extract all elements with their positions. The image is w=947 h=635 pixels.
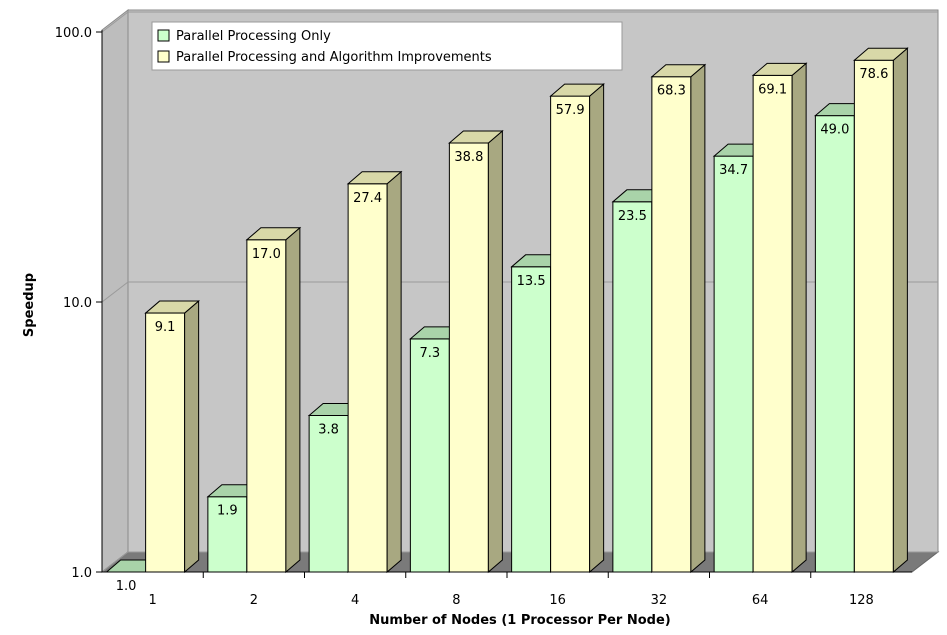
- bar-side-2-16: [589, 82, 605, 574]
- x-tick-label-2: 2: [250, 593, 258, 608]
- y-tick-label: 10.0: [63, 296, 92, 311]
- data-label-1-1: 1.0: [116, 579, 137, 594]
- gridline-side: [101, 11, 129, 33]
- bar-side-2-32: [690, 63, 706, 574]
- x-tick-label-32: 32: [651, 593, 668, 608]
- bar-2-1: [145, 312, 186, 573]
- gridline-side: [101, 551, 129, 573]
- data-label-2-16: 57.9: [556, 103, 585, 118]
- legend-swatch-series-2: [157, 50, 170, 63]
- legend: Parallel Processing Only Parallel Proces…: [151, 21, 623, 71]
- legend-swatch-series-1: [157, 29, 170, 42]
- x-tick-label-128: 128: [849, 593, 874, 608]
- data-label-1-8: 7.3: [420, 346, 441, 361]
- data-label-1-2: 1.9: [217, 504, 238, 519]
- bar-1-8: [409, 338, 450, 573]
- bar-side-2-4: [386, 170, 402, 574]
- bar-2-16: [550, 95, 591, 573]
- data-label-1-4: 3.8: [318, 422, 339, 437]
- x-tick-label-8: 8: [452, 593, 460, 608]
- x-ticks: 1 2 4 8 16 32 64 128: [102, 571, 912, 608]
- bar-1-64: [713, 155, 754, 573]
- gridline-side: [101, 281, 129, 303]
- legend-label-series-1: Parallel Processing Only: [176, 29, 331, 44]
- bar-top-2-8: [448, 130, 504, 144]
- bar-side-2-8: [487, 129, 503, 574]
- x-tick-label-64: 64: [752, 593, 769, 608]
- bar-side-2-64: [791, 62, 807, 574]
- legend-box: [151, 21, 623, 71]
- x-tick-label-16: 16: [549, 593, 566, 608]
- side-wall: [101, 8, 129, 574]
- bar-1-16: [511, 266, 552, 573]
- data-label-2-64: 69.1: [758, 82, 787, 97]
- data-label-1-16: 13.5: [517, 274, 546, 289]
- y-axis-title: Speedup: [22, 273, 37, 337]
- bar-top-2-64: [751, 62, 808, 76]
- data-label-2-128: 78.6: [859, 67, 888, 82]
- data-label-1-32: 23.5: [618, 209, 647, 224]
- data-label-2-32: 68.3: [657, 84, 686, 99]
- data-label-2-4: 27.4: [353, 191, 382, 206]
- y-tick-label: 100.0: [55, 26, 92, 41]
- y-tick-label: 1.0: [71, 566, 92, 581]
- bar-top-2-2: [245, 227, 302, 241]
- y-ticks: 1.0 10.0 100.0: [55, 26, 103, 581]
- bar-top-2-16: [549, 83, 605, 97]
- bar-2-8: [448, 142, 489, 573]
- bar-top-2-128: [853, 47, 909, 61]
- data-label-2-8: 38.8: [454, 150, 483, 165]
- bar-2-128: [853, 59, 894, 573]
- x-axis-title: Number of Nodes (1 Processor Per Node): [369, 613, 670, 628]
- data-label-1-128: 49.0: [820, 123, 849, 138]
- bar-1-128: [814, 115, 855, 573]
- legend-label-series-2: Parallel Processing and Algorithm Improv…: [176, 50, 492, 65]
- bar-top-2-4: [346, 171, 403, 185]
- x-tick-label-1: 1: [148, 593, 156, 608]
- bar-1-32: [612, 201, 653, 573]
- bar-side-2-2: [285, 226, 301, 574]
- bar-1-4: [308, 414, 349, 573]
- x-tick-label-4: 4: [351, 593, 359, 608]
- bar-2-64: [752, 74, 793, 573]
- data-label-2-1: 9.1: [155, 320, 176, 335]
- data-label-1-64: 34.7: [719, 163, 748, 178]
- bar-side-2-128: [892, 47, 908, 574]
- data-label-2-2: 17.0: [252, 247, 281, 262]
- bar-2-2: [246, 239, 287, 573]
- bar-2-32: [651, 76, 692, 573]
- bar-top-2-1: [144, 300, 200, 314]
- bar-top-2-32: [650, 64, 707, 78]
- chart-bars: 1.0 9.1 1.9 17.0 3.8 27.4 7.3 38.8 13.5 57.9 23.5 6…: [105, 47, 909, 594]
- bar-2-4: [347, 183, 388, 573]
- bar-side-2-1: [184, 299, 200, 574]
